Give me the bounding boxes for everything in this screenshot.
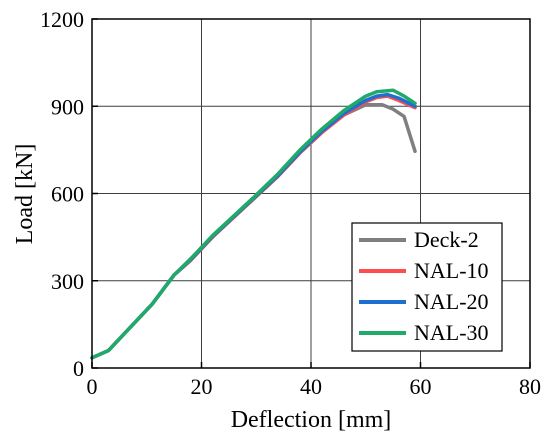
series-line-nal-30 [90,88,417,360]
series-layer [90,88,417,360]
y-tick-label: 0 [73,356,84,381]
y-tick-label: 300 [51,269,84,294]
y-axis-title: Load [kN] [12,144,38,245]
ticks-layer: 0 20 40 60 80 0 300 600 900 1200 [40,7,541,399]
y-tick-label: 900 [51,94,84,119]
legend-box [351,222,503,352]
y-tick-label: 1200 [40,7,84,32]
legend-label: NAL-20 [414,289,489,314]
y-tick-label: 600 [51,182,84,207]
x-tick-label: 20 [191,374,213,399]
legend: Deck-2 NAL-10 NAL-20 NAL-30 [351,222,503,352]
x-tick-label: 0 [87,374,98,399]
x-axis-title: Deflection [mm] [231,407,392,433]
x-tick-label: 80 [519,374,541,399]
x-tick-label: 40 [300,374,322,399]
legend-label: NAL-10 [414,258,489,283]
legend-label: Deck-2 [414,227,479,252]
legend-label: NAL-30 [414,320,489,345]
x-tick-label: 60 [410,374,432,399]
